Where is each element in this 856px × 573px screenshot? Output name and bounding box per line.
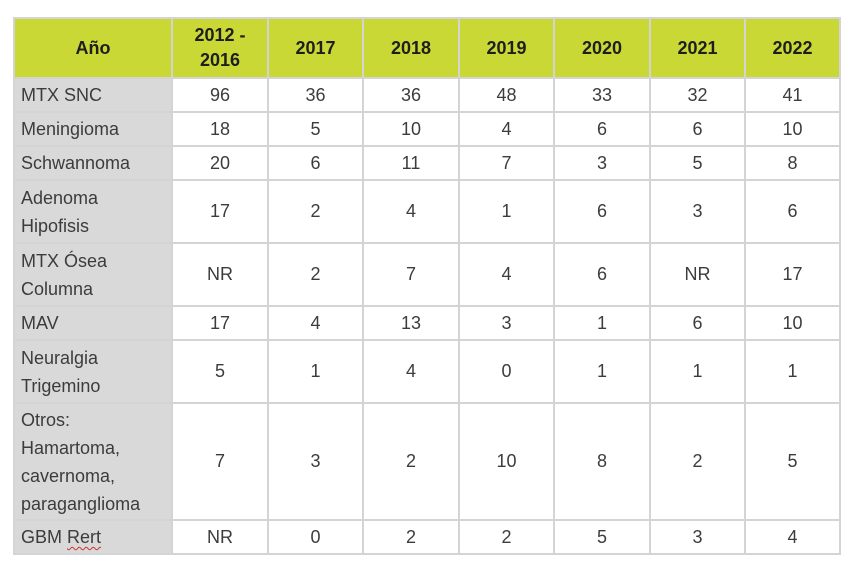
row-label: MAV <box>13 305 173 341</box>
table-cell: 2 <box>362 402 460 521</box>
table-cell: 10 <box>744 111 841 147</box>
table-cell: 6 <box>744 179 841 244</box>
table-cell: 2 <box>362 519 460 555</box>
table-cell: 1 <box>744 339 841 404</box>
table-cell: 4 <box>744 519 841 555</box>
table-cell: 5 <box>649 145 746 181</box>
table-cell: 2 <box>267 242 364 307</box>
table-cell: 3 <box>267 402 364 521</box>
header-cell-2021: 2021 <box>649 17 746 79</box>
table-cell: 6 <box>649 305 746 341</box>
table-row: Schwannoma 20 6 11 7 3 5 8 <box>13 145 841 181</box>
table-cell: 1 <box>553 339 651 404</box>
table-cell: 7 <box>362 242 460 307</box>
header-cell-2022: 2022 <box>744 17 841 79</box>
table-row: Adenoma Hipofisis 17 2 4 1 6 3 6 <box>13 179 841 244</box>
row-label: Schwannoma <box>13 145 173 181</box>
table-cell: 1 <box>553 305 651 341</box>
table-cell: 8 <box>744 145 841 181</box>
table-cell: 6 <box>553 179 651 244</box>
table-cell: 36 <box>267 77 364 113</box>
table-cell: 10 <box>744 305 841 341</box>
table-cell: NR <box>171 242 269 307</box>
table-cell: 3 <box>458 305 555 341</box>
table-row: MTX SNC 96 36 36 48 33 32 41 <box>13 77 841 113</box>
table-cell: 5 <box>171 339 269 404</box>
table-cell: 8 <box>553 402 651 521</box>
table-cell: 17 <box>744 242 841 307</box>
table-cell: 33 <box>553 77 651 113</box>
misspelled-word[interactable]: Rert <box>67 527 102 547</box>
table-row: Otros: Hamartoma, cavernoma, paraganglio… <box>13 402 841 521</box>
header-cell-2012-2016: 2012 - 2016 <box>171 17 269 79</box>
header-cell-2017: 2017 <box>267 17 364 79</box>
table-cell: NR <box>171 519 269 555</box>
header-cell-2019: 2019 <box>458 17 555 79</box>
table-cell: 10 <box>362 111 460 147</box>
table-cell: 6 <box>649 111 746 147</box>
table-cell: 13 <box>362 305 460 341</box>
row-label: Meningioma <box>13 111 173 147</box>
row-label: Neuralgia Trigemino <box>13 339 173 404</box>
row-label: MTX Ósea Columna <box>13 242 173 307</box>
table-cell: 10 <box>458 402 555 521</box>
table-cell: 41 <box>744 77 841 113</box>
header-cell-2018: 2018 <box>362 17 460 79</box>
table-cell: 96 <box>171 77 269 113</box>
table-cell: 4 <box>362 179 460 244</box>
table-cell: 6 <box>267 145 364 181</box>
data-table: Año 2012 - 2016 2017 2018 2019 2020 2021… <box>13 17 841 555</box>
table-cell: 0 <box>458 339 555 404</box>
table-cell: 11 <box>362 145 460 181</box>
table-cell: 36 <box>362 77 460 113</box>
table-cell: 1 <box>458 179 555 244</box>
table-cell: 2 <box>267 179 364 244</box>
table-row: GBM Rert NR 0 2 2 5 3 4 <box>13 519 841 555</box>
table-cell: NR <box>649 242 746 307</box>
table-cell: 6 <box>553 111 651 147</box>
row-label-main: GBM <box>21 527 68 547</box>
table-cell: 48 <box>458 77 555 113</box>
row-label: Otros: Hamartoma, cavernoma, paraganglio… <box>13 402 173 521</box>
data-table-container: Año 2012 - 2016 2017 2018 2019 2020 2021… <box>13 17 841 555</box>
row-label: MTX SNC <box>13 77 173 113</box>
table-cell: 5 <box>267 111 364 147</box>
table-cell: 4 <box>267 305 364 341</box>
table-cell: 5 <box>744 402 841 521</box>
table-cell: 6 <box>553 242 651 307</box>
table-cell: 17 <box>171 305 269 341</box>
row-label: Adenoma Hipofisis <box>13 179 173 244</box>
table-row: Neuralgia Trigemino 5 1 4 0 1 1 1 <box>13 339 841 404</box>
table-cell: 18 <box>171 111 269 147</box>
table-cell: 5 <box>553 519 651 555</box>
table-cell: 3 <box>553 145 651 181</box>
table-cell: 4 <box>362 339 460 404</box>
table-row: MTX Ósea Columna NR 2 7 4 6 NR 17 <box>13 242 841 307</box>
table-cell: 32 <box>649 77 746 113</box>
header-row: Año 2012 - 2016 2017 2018 2019 2020 2021… <box>13 17 841 79</box>
table-cell: 17 <box>171 179 269 244</box>
table-row: MAV 17 4 13 3 1 6 10 <box>13 305 841 341</box>
table-row: Meningioma 18 5 10 4 6 6 10 <box>13 111 841 147</box>
row-label: GBM Rert <box>13 519 173 555</box>
table-cell: 3 <box>649 179 746 244</box>
header-cell-2020: 2020 <box>553 17 651 79</box>
table-cell: 2 <box>458 519 555 555</box>
table-cell: 1 <box>267 339 364 404</box>
table-cell: 4 <box>458 111 555 147</box>
table-cell: 3 <box>649 519 746 555</box>
table-cell: 0 <box>267 519 364 555</box>
header-cell-ano: Año <box>13 17 173 79</box>
table-cell: 4 <box>458 242 555 307</box>
table-cell: 7 <box>171 402 269 521</box>
table-cell: 2 <box>649 402 746 521</box>
table-cell: 20 <box>171 145 269 181</box>
table-cell: 1 <box>649 339 746 404</box>
table-cell: 7 <box>458 145 555 181</box>
